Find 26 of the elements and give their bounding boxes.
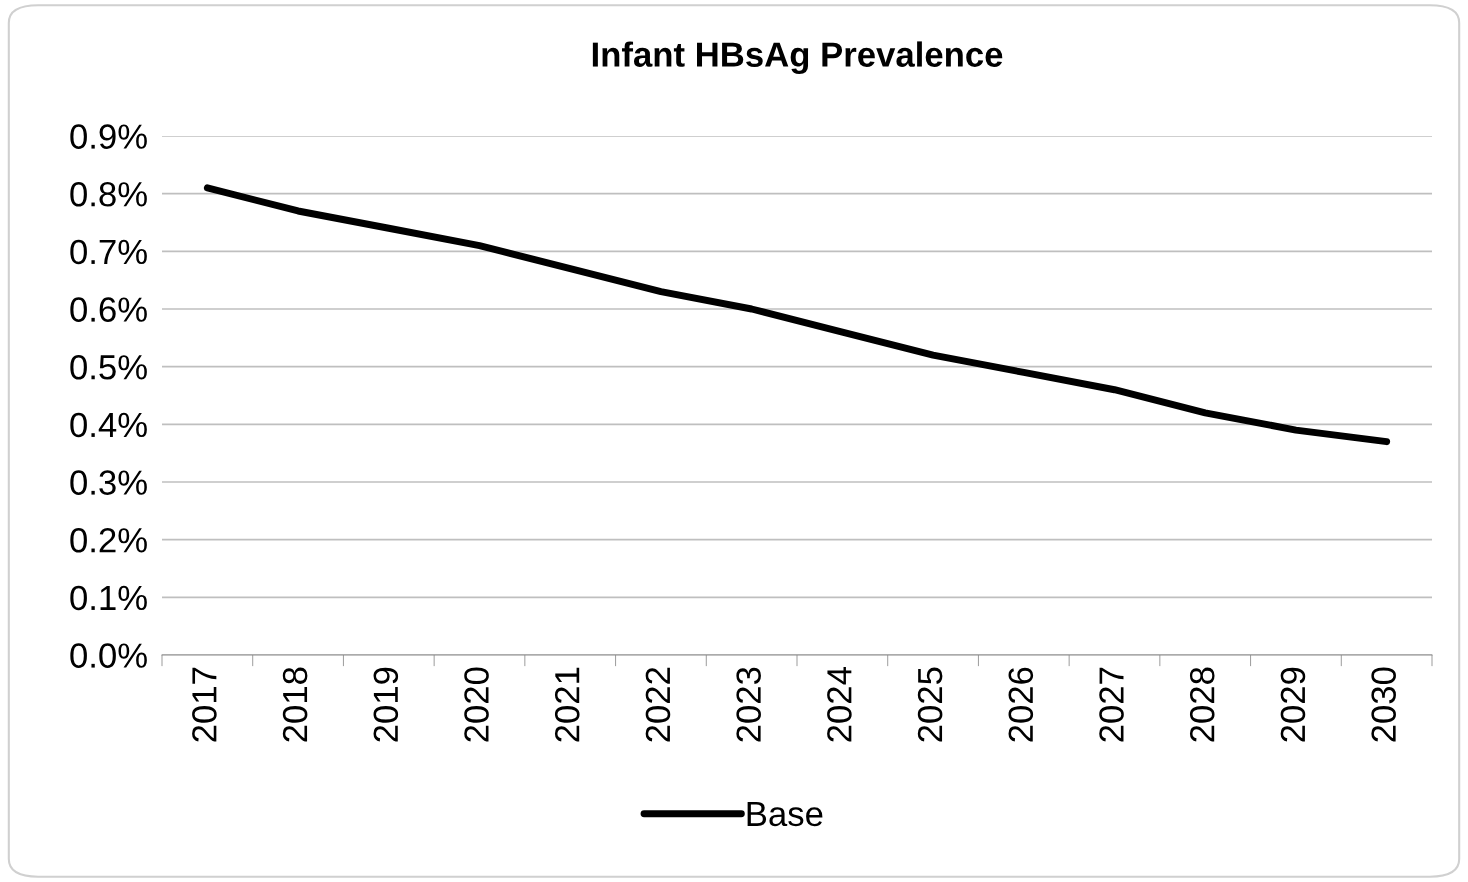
x-tick-label: 2025 [917, 667, 943, 742]
x-tick-label: 2019 [373, 667, 399, 742]
x-tick-label: 2027 [1099, 667, 1124, 742]
y-tick-label: 0.7% [70, 239, 147, 265]
x-tick-label: 2018 [282, 667, 308, 742]
y-tick-label: 0.4% [70, 412, 147, 438]
y-tick-label: 0.0% [70, 643, 147, 668]
y-tick-label: 0.6% [70, 297, 147, 322]
y-tick-label: 0.9% [70, 124, 147, 149]
x-tick-label: 2021 [554, 667, 580, 742]
x-tick-label: 2029 [1280, 667, 1306, 742]
y-tick-label: 0.1% [70, 585, 147, 611]
y-tick-label: 0.3% [70, 470, 147, 495]
x-tick-label: 2028 [1189, 667, 1215, 742]
y-tick-label: 0.2% [70, 528, 147, 553]
y-tick-label: 0.5% [70, 355, 147, 380]
x-tick-label: 2017 [192, 667, 217, 742]
x-tick-label: 2024 [827, 667, 852, 742]
x-tick-label: 2026 [1008, 667, 1034, 742]
chart-title: Infant HBsAg Prevalence [592, 41, 1003, 74]
y-tick-label: 0.8% [70, 182, 147, 207]
x-tick-label: 2030 [1371, 667, 1396, 742]
x-tick-label: 2022 [645, 667, 671, 742]
x-tick-label: 2020 [464, 667, 489, 742]
legend-label: Base [747, 802, 823, 827]
x-tick-label: 2023 [736, 667, 761, 742]
